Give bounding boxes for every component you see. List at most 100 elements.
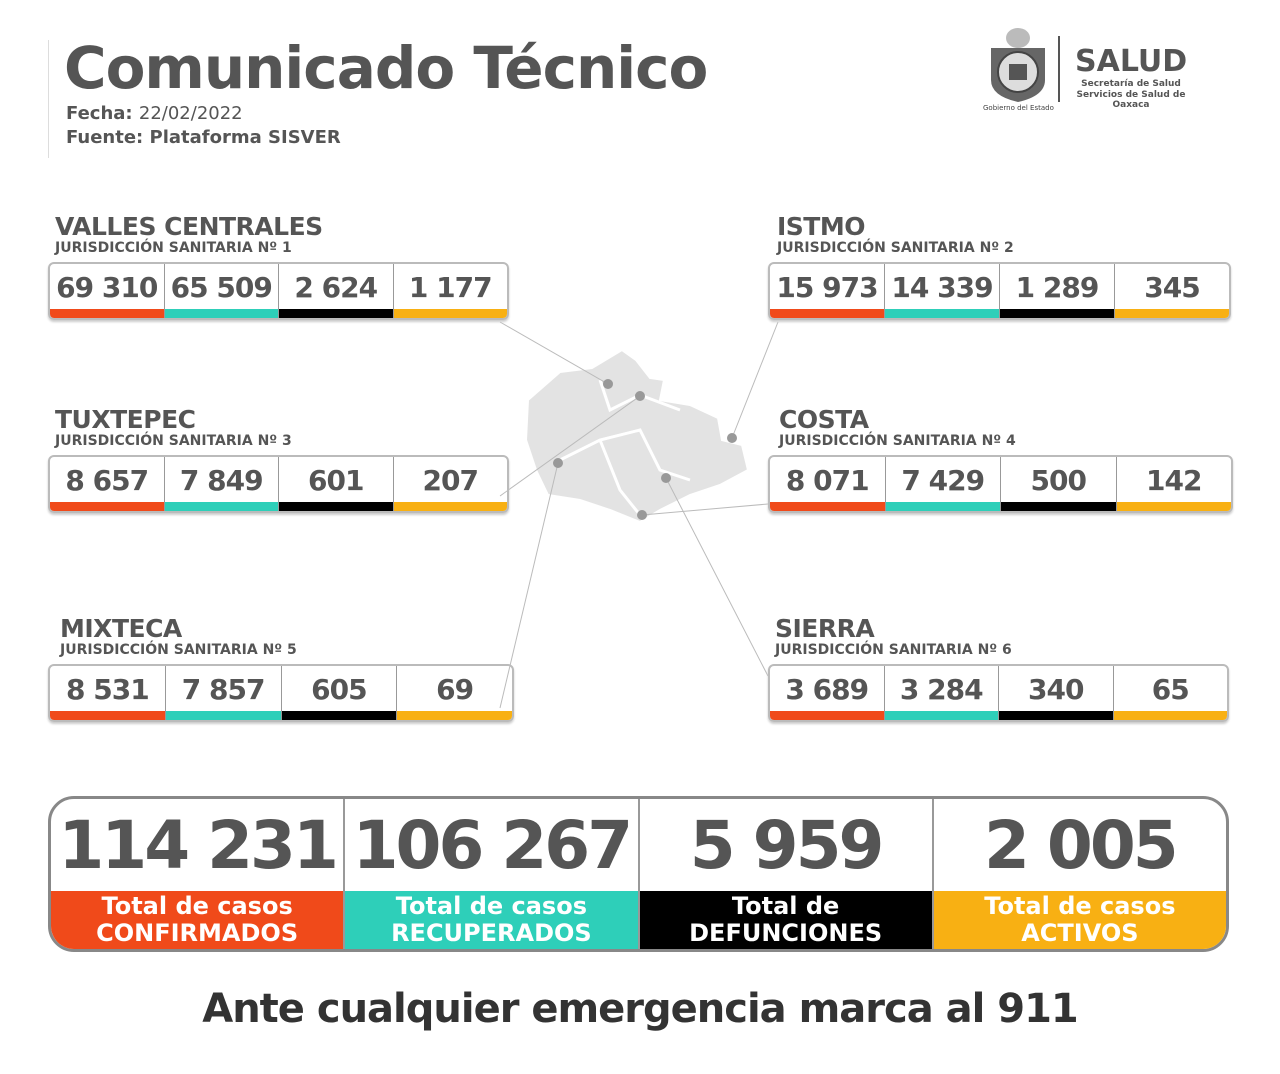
stat-value: 65 509 bbox=[170, 270, 273, 304]
stat-recuperados: 7 429 bbox=[885, 457, 1001, 511]
total-label-line2: RECUPERADOS bbox=[391, 919, 592, 947]
stat-confirmados: 15 973 bbox=[770, 264, 885, 318]
stat-value: 8 071 bbox=[785, 463, 870, 497]
stat-recuperados: 7 849 bbox=[164, 457, 279, 511]
region-costa: COSTA JURISDICCIÓN SANITARIA Nº 4 8 071 7… bbox=[768, 405, 1233, 513]
region-stats: 69 310 65 509 2 624 1 177 bbox=[48, 262, 509, 320]
stat-defunciones: 2 624 bbox=[279, 264, 394, 318]
region-tuxtepec: TUXTEPEC JURISDICCIÓN SANITARIA Nº 3 8 6… bbox=[48, 405, 509, 513]
total-label: Total de casos RECUPERADOS bbox=[345, 891, 638, 949]
region-name: ISTMO bbox=[777, 212, 866, 241]
defunciones-bar bbox=[1000, 309, 1114, 318]
total-label-line1: Total de bbox=[731, 892, 840, 920]
recuperados-bar bbox=[164, 309, 278, 318]
stat-recuperados: 7 857 bbox=[165, 666, 282, 720]
stat-value: 601 bbox=[308, 463, 364, 497]
stat-confirmados: 3 689 bbox=[770, 666, 885, 720]
fuente: Fuente: Plataforma SISVER bbox=[66, 127, 341, 148]
logo-line1: Secretaría de Salud bbox=[1081, 79, 1181, 89]
gov-label: Gobierno del Estado bbox=[983, 104, 1054, 112]
region-stats: 3 689 3 284 340 65 bbox=[768, 664, 1229, 722]
stat-recuperados: 3 284 bbox=[884, 666, 999, 720]
total-label-line2: CONFIRMADOS bbox=[96, 919, 299, 947]
recuperados-bar bbox=[164, 502, 278, 511]
total-value: 2 005 bbox=[984, 806, 1179, 884]
defunciones-bar bbox=[999, 711, 1113, 720]
region-jurisdiccion: JURISDICCIÓN SANITARIA Nº 6 bbox=[775, 642, 1012, 658]
map-shape bbox=[524, 348, 750, 524]
total-label-line1: Total de casos bbox=[395, 892, 587, 920]
stat-activos: 142 bbox=[1116, 457, 1231, 511]
confirmados-bar bbox=[770, 309, 884, 318]
stat-value: 7 857 bbox=[181, 672, 266, 706]
total-recuperados: 106 267 Total de casos RECUPERADOS bbox=[345, 799, 640, 949]
total-defunciones: 5 959 Total de DEFUNCIONES bbox=[639, 799, 934, 949]
defunciones-bar bbox=[279, 502, 393, 511]
activos-bar bbox=[393, 309, 507, 318]
stat-value: 207 bbox=[422, 463, 479, 497]
region-stats: 15 973 14 339 1 289 345 bbox=[768, 262, 1231, 320]
stat-recuperados: 14 339 bbox=[885, 264, 1000, 318]
total-confirmados: 114 231 Total de casos CONFIRMADOS bbox=[51, 799, 346, 949]
defunciones-bar bbox=[279, 309, 393, 318]
activos-bar bbox=[1116, 502, 1231, 511]
fecha-label: Fecha: bbox=[66, 103, 133, 124]
stat-defunciones: 500 bbox=[1001, 457, 1117, 511]
stat-value: 345 bbox=[1144, 270, 1200, 304]
stat-value: 500 bbox=[1030, 463, 1087, 497]
totals-panel: 114 231 Total de casos CONFIRMADOS 106 267… bbox=[48, 796, 1229, 952]
stat-value: 3 689 bbox=[785, 672, 869, 706]
stat-value: 3 284 bbox=[899, 672, 984, 706]
region-jurisdiccion: JURISDICCIÓN SANITARIA Nº 2 bbox=[777, 240, 1014, 256]
total-label: Total de casos CONFIRMADOS bbox=[51, 891, 344, 949]
activos-bar bbox=[1113, 711, 1227, 720]
stat-defunciones: 601 bbox=[279, 457, 394, 511]
total-value: 114 231 bbox=[58, 806, 339, 884]
region-jurisdiccion: JURISDICCIÓN SANITARIA Nº 4 bbox=[779, 433, 1016, 449]
fuente-label: Fuente: bbox=[66, 127, 144, 148]
region-name: MIXTECA bbox=[60, 614, 182, 643]
region-stats: 8 657 7 849 601 207 bbox=[48, 455, 509, 513]
region-name: COSTA bbox=[779, 405, 869, 434]
recuperados-bar bbox=[885, 502, 1000, 511]
activos-bar bbox=[393, 502, 507, 511]
total-activos: 2 005 Total de casos ACTIVOS bbox=[933, 799, 1226, 949]
stat-activos: 207 bbox=[393, 457, 507, 511]
stat-confirmados: 69 310 bbox=[50, 264, 165, 318]
recuperados-bar bbox=[885, 309, 999, 318]
stat-value: 15 973 bbox=[776, 270, 878, 304]
total-value: 5 959 bbox=[689, 806, 885, 884]
stat-value: 142 bbox=[1146, 463, 1202, 497]
region-jurisdiccion: JURISDICCIÓN SANITARIA Nº 1 bbox=[55, 240, 292, 256]
total-label: Total de casos ACTIVOS bbox=[933, 891, 1226, 949]
region-valles-centrales: VALLES CENTRALES JURISDICCIÓN SANITARIA … bbox=[48, 212, 509, 320]
total-label-line2: ACTIVOS bbox=[1021, 919, 1139, 947]
region-name: TUXTEPEC bbox=[55, 405, 196, 434]
stat-confirmados: 8 071 bbox=[770, 457, 886, 511]
stat-value: 1 177 bbox=[408, 270, 493, 304]
stat-value: 2 624 bbox=[294, 270, 378, 304]
region-stats: 8 531 7 857 605 69 bbox=[48, 664, 514, 722]
stat-defunciones: 1 289 bbox=[1000, 264, 1115, 318]
confirmados-bar bbox=[770, 711, 884, 720]
divider bbox=[48, 40, 49, 158]
defunciones-bar bbox=[1001, 502, 1116, 511]
stat-value: 69 bbox=[436, 672, 474, 706]
region-jurisdiccion: JURISDICCIÓN SANITARIA Nº 3 bbox=[55, 433, 292, 449]
total-value: 106 267 bbox=[352, 806, 634, 884]
stat-value: 69 310 bbox=[56, 270, 158, 304]
confirmados-bar bbox=[770, 502, 885, 511]
page-title: Comunicado Técnico bbox=[64, 34, 708, 102]
stat-value: 1 289 bbox=[1015, 270, 1100, 304]
stat-confirmados: 8 531 bbox=[50, 666, 166, 720]
total-label-line1: Total de casos bbox=[984, 892, 1176, 920]
stat-value: 7 849 bbox=[179, 463, 264, 497]
stat-activos: 345 bbox=[1115, 264, 1229, 318]
region-name: VALLES CENTRALES bbox=[55, 212, 323, 241]
region-sierra: SIERRA JURISDICCIÓN SANITARIA Nº 6 3 689… bbox=[768, 616, 1229, 722]
region-jurisdiccion: JURISDICCIÓN SANITARIA Nº 5 bbox=[60, 642, 297, 658]
confirmados-bar bbox=[50, 309, 164, 318]
activos-bar bbox=[397, 711, 512, 720]
fecha: Fecha: 22/02/2022 bbox=[66, 103, 243, 124]
stat-value: 7 429 bbox=[901, 463, 985, 497]
